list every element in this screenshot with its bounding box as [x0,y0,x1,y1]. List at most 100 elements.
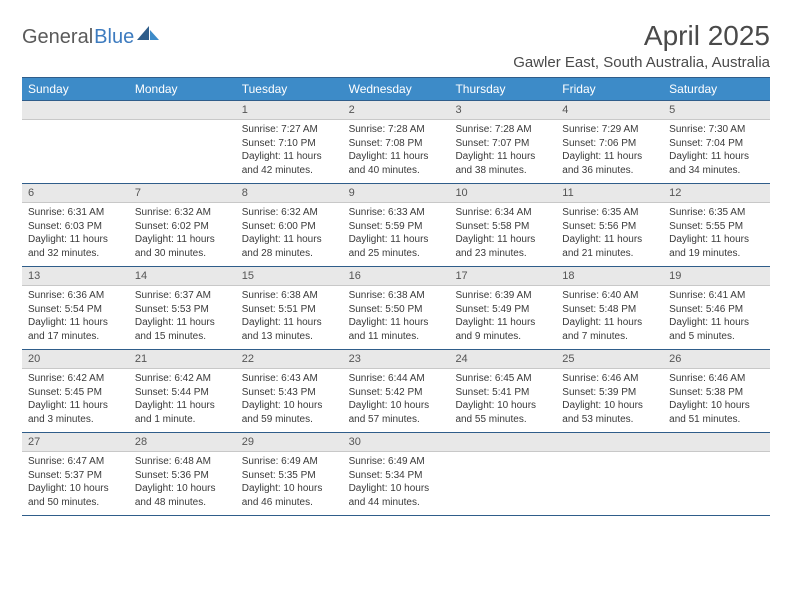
sunset-text: Sunset: 5:43 PM [242,386,337,400]
location: Gawler East, South Australia, Australia [513,54,770,71]
logo-sail-icon [137,26,159,42]
header: GeneralBlue April 2025 Gawler East, Sout… [22,20,770,71]
daylight-text: Daylight: 11 hours and 42 minutes. [242,150,337,177]
brand-logo: GeneralBlue [22,26,159,49]
sunrise-text: Sunrise: 6:31 AM [28,206,123,220]
day-number-cell: 3 [449,101,556,119]
page: GeneralBlue April 2025 Gawler East, Sout… [0,0,792,526]
daylight-text: Daylight: 11 hours and 36 minutes. [562,150,657,177]
day-number-cell [449,433,556,451]
sunrise-text: Sunrise: 6:35 AM [562,206,657,220]
sunset-text: Sunset: 6:00 PM [242,220,337,234]
day-body-row: Sunrise: 6:31 AMSunset: 6:03 PMDaylight:… [22,203,770,267]
daylight-text: Daylight: 10 hours and 57 minutes. [349,399,444,426]
day-detail-cell: Sunrise: 6:38 AMSunset: 5:50 PMDaylight:… [343,286,450,349]
day-detail-cell: Sunrise: 6:35 AMSunset: 5:55 PMDaylight:… [663,203,770,266]
day-number-cell: 8 [236,184,343,202]
day-number-cell [22,101,129,119]
day-detail-cell: Sunrise: 6:33 AMSunset: 5:59 PMDaylight:… [343,203,450,266]
sunrise-text: Sunrise: 6:41 AM [669,289,764,303]
brand-part1: General [22,26,93,49]
sunrise-text: Sunrise: 6:34 AM [455,206,550,220]
weekday-header: Friday [556,78,663,101]
day-number-cell: 2 [343,101,450,119]
month-title: April 2025 [513,20,770,52]
day-body-row: Sunrise: 6:36 AMSunset: 5:54 PMDaylight:… [22,286,770,350]
daylight-text: Daylight: 11 hours and 3 minutes. [28,399,123,426]
day-detail-cell: Sunrise: 6:41 AMSunset: 5:46 PMDaylight:… [663,286,770,349]
sunset-text: Sunset: 5:37 PM [28,469,123,483]
sunrise-text: Sunrise: 6:35 AM [669,206,764,220]
sunset-text: Sunset: 5:44 PM [135,386,230,400]
weeks-container: 12 345 Sunrise: 7:27 AMSunset: 7:10 PMDayl… [22,101,770,516]
sunset-text: Sunset: 5:49 PM [455,303,550,317]
sunrise-text: Sunrise: 6:40 AM [562,289,657,303]
day-detail-cell: Sunrise: 7:27 AMSunset: 7:10 PMDaylight:… [236,120,343,183]
daylight-text: Daylight: 11 hours and 34 minutes. [669,150,764,177]
day-number-cell: 29 [236,433,343,451]
day-detail-cell: Sunrise: 6:38 AMSunset: 5:51 PMDaylight:… [236,286,343,349]
daylight-text: Daylight: 10 hours and 44 minutes. [349,482,444,509]
sunset-text: Sunset: 5:41 PM [455,386,550,400]
day-number-row: 6789101112 [22,184,770,203]
daylight-text: Daylight: 11 hours and 9 minutes. [455,316,550,343]
day-detail-cell: Sunrise: 7:28 AMSunset: 7:07 PMDaylight:… [449,120,556,183]
day-number-cell: 26 [663,350,770,368]
day-detail-cell: Sunrise: 6:45 AMSunset: 5:41 PMDaylight:… [449,369,556,432]
day-number-cell: 18 [556,267,663,285]
sunset-text: Sunset: 5:34 PM [349,469,444,483]
sunset-text: Sunset: 7:04 PM [669,137,764,151]
sunset-text: Sunset: 6:02 PM [135,220,230,234]
sunset-text: Sunset: 5:50 PM [349,303,444,317]
weekday-header: Sunday [22,78,129,101]
sunrise-text: Sunrise: 6:49 AM [242,455,337,469]
day-detail-cell: Sunrise: 6:42 AMSunset: 5:44 PMDaylight:… [129,369,236,432]
weekday-header: Tuesday [236,78,343,101]
day-detail-cell [663,452,770,515]
day-number-cell: 28 [129,433,236,451]
daylight-text: Daylight: 10 hours and 51 minutes. [669,399,764,426]
day-number-row: 13141516171819 [22,267,770,286]
sunrise-text: Sunrise: 6:44 AM [349,372,444,386]
day-number-cell: 9 [343,184,450,202]
day-detail-cell: Sunrise: 6:40 AMSunset: 5:48 PMDaylight:… [556,286,663,349]
sunrise-text: Sunrise: 6:46 AM [669,372,764,386]
day-number-cell: 10 [449,184,556,202]
daylight-text: Daylight: 11 hours and 32 minutes. [28,233,123,260]
sunset-text: Sunset: 5:54 PM [28,303,123,317]
day-number-cell: 5 [663,101,770,119]
day-detail-cell [129,120,236,183]
sunset-text: Sunset: 5:45 PM [28,386,123,400]
sunset-text: Sunset: 5:38 PM [669,386,764,400]
sunrise-text: Sunrise: 6:39 AM [455,289,550,303]
sunset-text: Sunset: 5:46 PM [669,303,764,317]
day-number-cell: 14 [129,267,236,285]
sunrise-text: Sunrise: 6:42 AM [135,372,230,386]
sunset-text: Sunset: 7:06 PM [562,137,657,151]
day-number-cell: 12 [663,184,770,202]
daylight-text: Daylight: 10 hours and 55 minutes. [455,399,550,426]
sunset-text: Sunset: 7:07 PM [455,137,550,151]
day-number-cell [129,101,236,119]
sunset-text: Sunset: 5:42 PM [349,386,444,400]
sunrise-text: Sunrise: 6:32 AM [135,206,230,220]
weekday-header: Saturday [663,78,770,101]
day-detail-cell: Sunrise: 6:32 AMSunset: 6:00 PMDaylight:… [236,203,343,266]
sunrise-text: Sunrise: 7:28 AM [455,123,550,137]
sunset-text: Sunset: 5:55 PM [669,220,764,234]
day-number-cell: 7 [129,184,236,202]
sunrise-text: Sunrise: 6:42 AM [28,372,123,386]
daylight-text: Daylight: 11 hours and 17 minutes. [28,316,123,343]
sunrise-text: Sunrise: 6:36 AM [28,289,123,303]
daylight-text: Daylight: 10 hours and 48 minutes. [135,482,230,509]
daylight-text: Daylight: 10 hours and 50 minutes. [28,482,123,509]
weekday-header: Thursday [449,78,556,101]
sunrise-text: Sunrise: 6:32 AM [242,206,337,220]
day-detail-cell: Sunrise: 6:32 AMSunset: 6:02 PMDaylight:… [129,203,236,266]
day-number-cell: 4 [556,101,663,119]
sunrise-text: Sunrise: 6:47 AM [28,455,123,469]
day-number-cell: 21 [129,350,236,368]
day-number-cell: 25 [556,350,663,368]
day-detail-cell: Sunrise: 6:43 AMSunset: 5:43 PMDaylight:… [236,369,343,432]
day-detail-cell: Sunrise: 7:30 AMSunset: 7:04 PMDaylight:… [663,120,770,183]
